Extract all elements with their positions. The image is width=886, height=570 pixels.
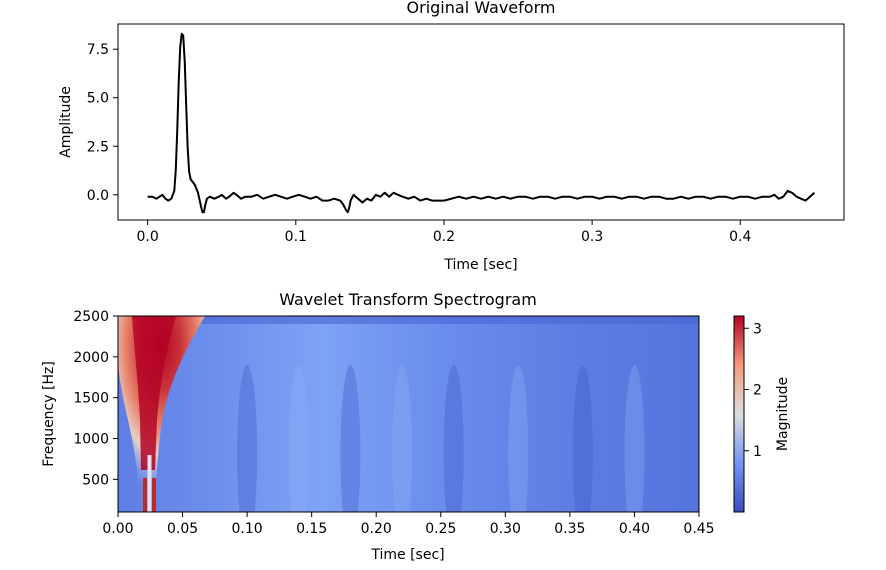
spectrogram-x-tick-label: 0.05 xyxy=(167,521,198,537)
spectrogram-x-tick-label: 0.35 xyxy=(554,521,585,537)
heatmap-peak-streak-1 xyxy=(143,478,147,512)
spectrogram-x-tick-label: 0.40 xyxy=(619,521,650,537)
waveform-ylabel: Amplitude xyxy=(58,86,74,158)
colorbar-tick-label: 3 xyxy=(753,321,762,337)
spectrogram-x-tick-label: 0.15 xyxy=(296,521,327,537)
waveform-panel: Original Waveform 0.0 0.1 0.2 0.3 0.4 0.0 2.5… xyxy=(58,0,845,273)
heatmap-peak-gap xyxy=(147,455,152,512)
heatmap-striation xyxy=(508,365,529,512)
spectrogram-y-tick-label: 1500 xyxy=(73,391,109,407)
colorbar-ticks: 1 2 3 xyxy=(744,321,762,460)
waveform-x-tick-label: 0.4 xyxy=(729,229,751,245)
waveform-x-tick-label: 0.1 xyxy=(285,229,307,245)
heatmap-striation xyxy=(237,365,258,512)
waveform-x-ticks: 0.0 0.1 0.2 0.3 0.4 xyxy=(136,220,752,245)
spectrogram-heatmap xyxy=(118,316,699,512)
heatmap-striation xyxy=(288,365,309,512)
spectrogram-xlabel: Time [sec] xyxy=(370,547,444,563)
spectrogram-axes-frame xyxy=(117,315,700,513)
heatmap-peak-core xyxy=(132,316,176,470)
waveform-y-tick-label: 2.5 xyxy=(87,139,109,155)
heatmap-striation xyxy=(340,365,361,512)
spectrogram-x-tick-label: 0.25 xyxy=(425,521,456,537)
spectrogram-x-tick-label: 0.10 xyxy=(232,521,263,537)
spectrogram-x-ticks: 0.00 0.05 0.10 0.15 0.20 0.25 0.30 0.35 0.40 0.45 xyxy=(102,512,715,537)
heatmap-striations xyxy=(237,365,645,512)
spectrogram-ylabel: Frequency [Hz] xyxy=(41,361,57,467)
colorbar-label: Magnitude xyxy=(775,377,791,451)
heatmap-background xyxy=(118,316,699,512)
waveform-x-tick-label: 0.2 xyxy=(433,229,455,245)
colorbar-tick-label: 1 xyxy=(753,444,762,460)
waveform-y-tick-label: 7.5 xyxy=(87,42,109,58)
spectrogram-y-tick-label: 1000 xyxy=(73,432,109,448)
colorbar-tick-label: 2 xyxy=(753,383,762,399)
spectrogram-y-tick-label: 2500 xyxy=(73,309,109,325)
colorbar: 1 2 3 Magnitude xyxy=(733,315,791,513)
spectrogram-panel: Wavelet Transform Spectrogram 0.00 0.05 0.… xyxy=(41,290,791,563)
spectrogram-y-ticks: 500 1000 1500 2000 2500 xyxy=(73,309,118,488)
waveform-x-tick-label: 0.0 xyxy=(136,229,158,245)
spectrogram-title: Wavelet Transform Spectrogram xyxy=(279,290,537,309)
spectrogram-y-tick-label: 500 xyxy=(82,472,109,488)
heatmap-striation xyxy=(443,365,464,512)
waveform-y-tick-label: 0.0 xyxy=(87,188,109,204)
waveform-x-tick-label: 0.3 xyxy=(581,229,603,245)
heatmap-striation xyxy=(624,365,645,512)
waveform-xlabel: Time [sec] xyxy=(443,257,517,273)
waveform-axes-frame xyxy=(117,23,845,221)
waveform-line xyxy=(147,32,816,214)
waveform-title: Original Waveform xyxy=(407,0,556,17)
waveform-y-ticks: 0.0 2.5 5.0 7.5 xyxy=(87,42,118,204)
spectrogram-x-tick-label: 0.00 xyxy=(102,521,133,537)
heatmap-striation xyxy=(392,365,413,512)
heatmap-peak-streak-2 xyxy=(152,478,156,512)
waveform-y-tick-label: 5.0 xyxy=(87,91,109,107)
colorbar-gradient xyxy=(733,315,745,513)
spectrogram-y-tick-label: 2000 xyxy=(73,350,109,366)
heatmap-striation xyxy=(572,365,593,512)
spectrogram-x-tick-label: 0.45 xyxy=(683,521,714,537)
heatmap-top-band xyxy=(200,316,699,324)
spectrogram-x-tick-label: 0.20 xyxy=(361,521,392,537)
spectrogram-x-tick-label: 0.30 xyxy=(490,521,521,537)
